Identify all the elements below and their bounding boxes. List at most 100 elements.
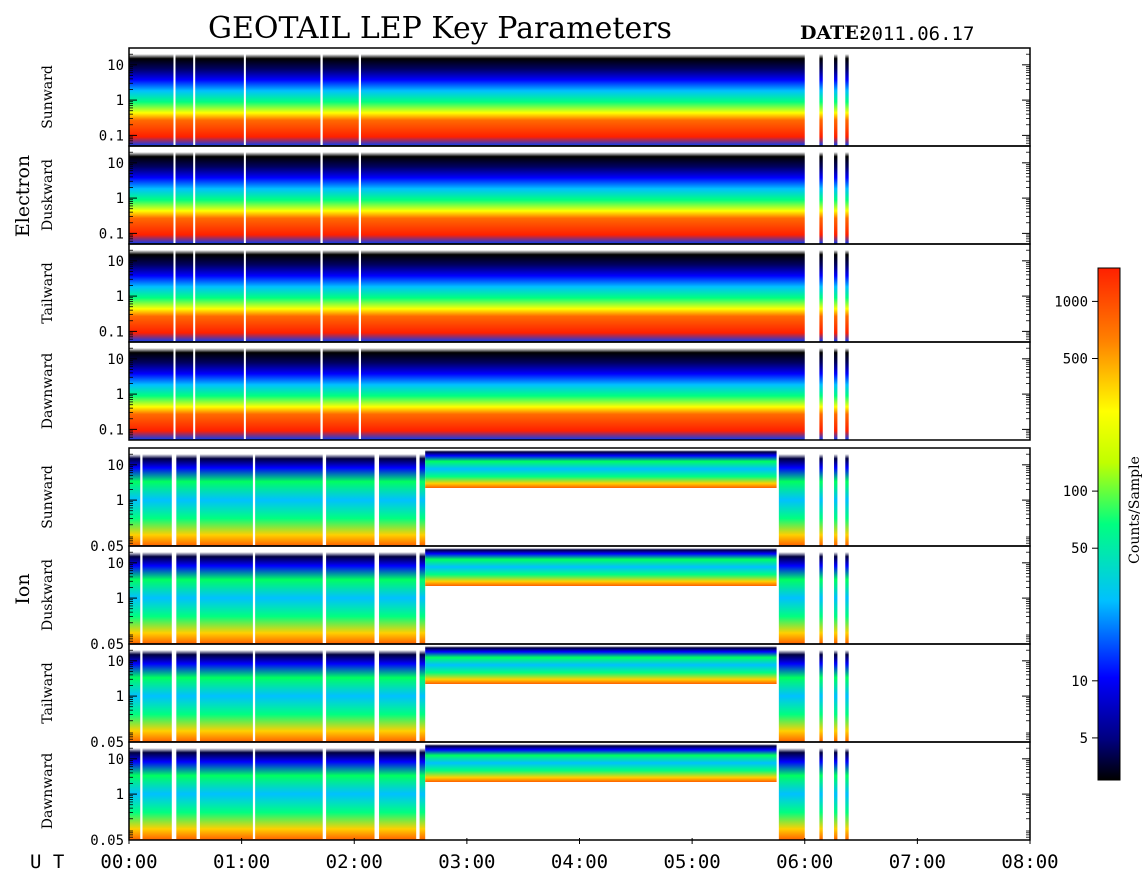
spectrogram-block	[819, 54, 823, 146]
data-gap	[173, 147, 176, 243]
data-gap	[374, 449, 380, 545]
data-gap	[140, 645, 143, 741]
spectrogram-block	[845, 552, 849, 644]
data-gap	[171, 645, 177, 741]
data-gap	[252, 449, 256, 545]
panel-electron-sunward: 10 1 0.1 Sunward	[40, 47, 1031, 147]
y-tick-label: 10	[107, 752, 124, 768]
spectrogram-block	[834, 454, 838, 546]
data-gap	[416, 645, 420, 741]
colorbar-tick-label: 5	[1080, 731, 1088, 747]
x-axis: 00:00 01:00 02:00 03:00 04:00 05:00 06:00 07:00…	[100, 838, 1059, 873]
spectrogram-block	[845, 748, 849, 840]
colorbar-ticks: 1000 500 100 50 10 5	[1054, 294, 1098, 747]
data-gap	[196, 547, 200, 643]
data-gap	[252, 645, 256, 741]
panel-direction-label: Dawnward	[40, 353, 56, 430]
x-tick-label: 06:00	[776, 851, 833, 873]
data-gap	[173, 343, 176, 439]
y-tick-label: 10	[107, 654, 124, 670]
panel-frame	[128, 341, 1031, 441]
chart-title: GEOTAIL LEP Key Parameters	[208, 11, 672, 46]
data-gap	[320, 49, 323, 145]
data-gap	[322, 743, 327, 839]
spectrogram-block	[845, 152, 849, 244]
x-axis-label: U T	[30, 851, 64, 873]
panel-electron-dawnward: 10 1 0.1 Dawnward	[40, 341, 1031, 441]
spectrogram-block	[834, 152, 838, 244]
data-gap	[140, 547, 143, 643]
data-gap	[193, 49, 196, 145]
y-tick-label: 10	[107, 58, 124, 74]
x-tick-label: 00:00	[100, 851, 157, 873]
spectrogram-block	[129, 250, 805, 342]
y-tick-label: 1	[116, 93, 124, 109]
spectrogram-block	[845, 650, 849, 742]
data-gap	[416, 743, 420, 839]
data-gap	[140, 743, 143, 839]
data-gap	[173, 245, 176, 341]
panels-layer: 10 1 0.1 Sunward 10 1 0.1 Duskward 10 1 0.1 Tailwar…	[40, 47, 1031, 849]
y-tick-label: 1	[116, 787, 124, 803]
spectrogram-block	[129, 54, 805, 146]
x-tick-label: 03:00	[438, 851, 495, 873]
spectrogram-block	[845, 348, 849, 440]
panel-direction-label: Dawnward	[40, 753, 56, 830]
data-gap	[358, 245, 362, 341]
colorbar-tick-label: 100	[1063, 484, 1088, 500]
data-gap	[193, 147, 196, 243]
spectrogram-block	[819, 152, 823, 244]
data-gap	[322, 449, 327, 545]
y-tick-label: 0.05	[90, 637, 124, 653]
data-gap	[358, 49, 362, 145]
panel-ion-tailward: 10 1 0.05 Tailward	[40, 643, 1031, 751]
y-tick-label: 10	[107, 254, 124, 270]
y-tick-label: 0.05	[90, 735, 124, 751]
x-tick-label: 07:00	[889, 851, 946, 873]
spectrogram-block	[845, 454, 849, 546]
spectrogram-block	[129, 152, 805, 244]
data-gap	[320, 343, 323, 439]
y-tick-label: 1	[116, 689, 124, 705]
y-tick-label: 1	[116, 493, 124, 509]
panel-ion-dawnward: 10 1 0.05 Dawnward	[40, 741, 1031, 849]
spectrogram-block	[778, 552, 805, 644]
data-gap	[196, 743, 200, 839]
data-gap	[243, 343, 246, 439]
data-gap	[322, 645, 327, 741]
spectrogram-block	[819, 748, 823, 840]
colorbar-tick-label: 50	[1071, 541, 1088, 557]
spectrogram-block	[834, 650, 838, 742]
data-gap	[196, 449, 200, 545]
data-gap	[171, 743, 177, 839]
data-gap	[243, 245, 246, 341]
data-gap	[171, 547, 177, 643]
y-tick-label: 1	[116, 191, 124, 207]
date-label: DATE:	[800, 22, 866, 44]
panel-ion-duskward: 10 1 0.05 Duskward	[40, 545, 1031, 653]
spectrogram-block	[778, 650, 805, 742]
x-tick-label: 04:00	[551, 851, 608, 873]
data-gap	[416, 449, 420, 545]
spectrogram-block	[819, 348, 823, 440]
group-label-electron: Electron	[12, 155, 34, 237]
data-gap	[320, 245, 323, 341]
panel-direction-label: Duskward	[40, 559, 56, 631]
colorbar-tick-label: 500	[1063, 352, 1088, 368]
y-tick-label: 0.1	[99, 422, 124, 438]
panel-direction-label: Sunward	[40, 65, 56, 129]
y-tick-label: 1	[116, 289, 124, 305]
group-label-ion: Ion	[12, 573, 34, 604]
spectrogram-block	[819, 552, 823, 644]
x-tick-label: 08:00	[1001, 851, 1058, 873]
panel-ion-sunward: 10 1 0.05 Sunward	[40, 447, 1031, 555]
spectrogram-block	[425, 450, 777, 488]
colorbar-label: Counts/Sample	[1127, 456, 1142, 564]
spectrogram-block	[834, 250, 838, 342]
y-tick-label: 1	[116, 591, 124, 607]
y-tick-label: 0.1	[99, 128, 124, 144]
y-tick-label: 0.05	[90, 833, 124, 849]
date-value: 2011.06.17	[860, 23, 974, 45]
y-tick-label: 10	[107, 458, 124, 474]
